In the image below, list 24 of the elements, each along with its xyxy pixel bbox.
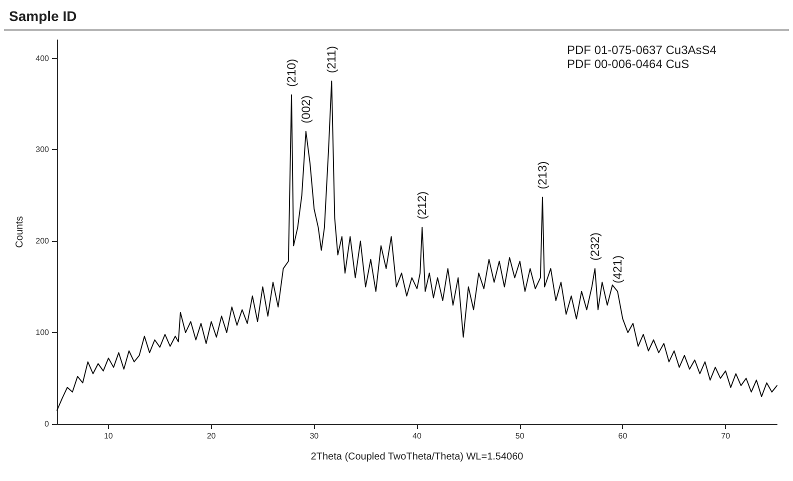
y-tick-label: 300 <box>36 145 50 154</box>
annotation: (212) <box>415 191 430 220</box>
y-tick-label: 100 <box>36 328 50 338</box>
x-axis-title: 2Theta (Coupled TwoTheta/Theta) WL=1.54060 <box>310 452 524 462</box>
x-tick-label: 70 <box>721 432 731 440</box>
x-tick-label: 10 <box>104 432 114 440</box>
annotation: (002) <box>298 95 313 124</box>
y-tick-label: 0 <box>44 420 50 428</box>
x-tick-label: 30 <box>310 432 320 440</box>
annotation: (211) <box>324 46 339 74</box>
chart-title: Sample ID <box>9 8 77 24</box>
y-tick-label: 400 <box>36 54 50 63</box>
annotation: (210) <box>284 58 299 87</box>
x-tick-label: 20 <box>206 432 216 440</box>
x-tick-label: 60 <box>618 432 628 440</box>
x-tick-label: 40 <box>412 432 422 440</box>
y-axis-title: Counts <box>14 216 26 248</box>
annotation: (421) <box>610 255 625 284</box>
annotation: PDF 01-075-0637 Cu3AsS4 <box>567 43 717 57</box>
annotation: (232) <box>588 232 602 261</box>
annotation: PDF 00-006-0464 CuS <box>567 57 690 71</box>
y-tick-label: 200 <box>36 236 50 246</box>
annotation: (213) <box>535 161 550 190</box>
x-tick-label: 50 <box>515 432 525 440</box>
